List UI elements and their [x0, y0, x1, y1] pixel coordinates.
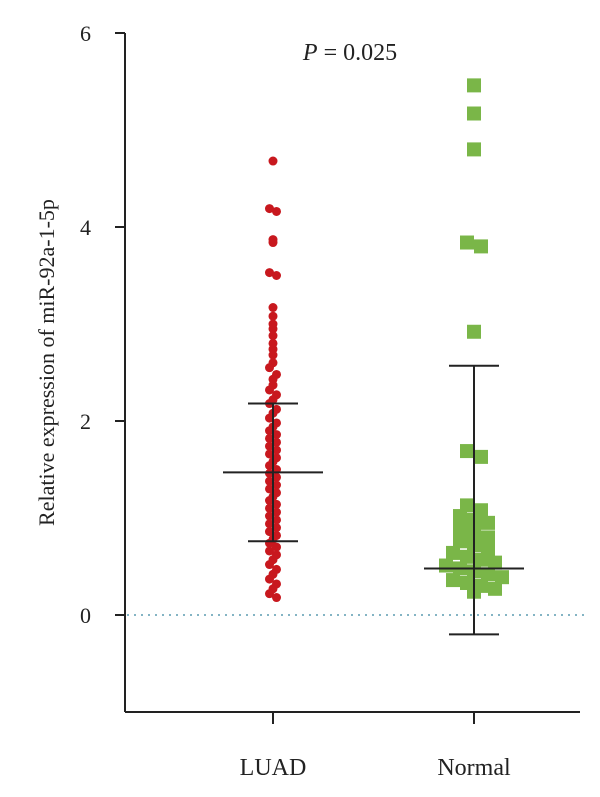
data-point	[265, 441, 274, 451]
data-point	[265, 363, 274, 373]
data-point	[488, 555, 502, 570]
data-point	[265, 589, 274, 599]
data-point	[272, 206, 281, 216]
data-point	[265, 268, 274, 278]
p-value-symbol: P	[302, 40, 318, 66]
data-point	[265, 527, 274, 537]
data-point	[265, 426, 274, 436]
y-tick-label: 0	[80, 603, 91, 628]
p-value-annotation: P = 0.025	[302, 40, 397, 66]
axes: 0 2 4 6 LUAD Normal	[80, 21, 580, 781]
data-point	[439, 558, 453, 573]
data-point	[481, 542, 495, 557]
series-luad	[223, 156, 323, 603]
data-point	[453, 534, 467, 549]
y-axis-ticks: 0 2 4 6	[80, 21, 125, 628]
data-point	[268, 156, 278, 166]
data-point	[265, 476, 274, 486]
data-point	[453, 509, 467, 524]
data-point	[467, 324, 481, 339]
data-point	[474, 552, 488, 567]
data-point	[272, 499, 281, 509]
data-point	[446, 573, 460, 588]
data-point	[265, 511, 274, 521]
data-point	[265, 496, 274, 506]
data-point	[495, 570, 509, 585]
data-point	[265, 546, 274, 556]
data-point	[265, 413, 274, 423]
y-tick-label: 2	[80, 409, 91, 434]
data-point	[460, 549, 474, 564]
data-point	[474, 239, 488, 254]
x-axis-ticks: LUAD Normal	[240, 712, 511, 781]
data-point	[467, 106, 481, 121]
data-point	[265, 385, 274, 395]
data-point	[467, 78, 481, 93]
data-point	[265, 484, 274, 494]
data-point	[272, 515, 281, 525]
data-point	[481, 530, 495, 545]
data-point	[481, 567, 495, 582]
data-point	[268, 331, 278, 341]
data-point	[265, 519, 274, 529]
data-point	[272, 437, 281, 447]
data-point	[272, 507, 281, 517]
data-point	[265, 503, 274, 513]
data-point	[467, 142, 481, 157]
y-tick-label: 6	[80, 21, 91, 46]
data-point	[265, 560, 274, 570]
data-point	[460, 444, 474, 459]
data-point	[272, 271, 281, 280]
data-point	[453, 520, 467, 535]
data-point	[265, 204, 274, 214]
data-point	[488, 581, 502, 596]
data-point	[460, 235, 474, 250]
data-point	[272, 523, 281, 533]
data-point	[268, 311, 278, 321]
data-point	[265, 433, 274, 443]
series-normal	[424, 78, 524, 636]
x-category-label: LUAD	[240, 755, 307, 781]
data-point	[272, 542, 281, 552]
x-category-label: Normal	[437, 755, 511, 781]
data-point	[265, 574, 274, 584]
data-point	[474, 449, 488, 464]
data-point	[265, 449, 274, 459]
data-point	[268, 303, 278, 313]
data-point	[265, 461, 274, 471]
data-point	[446, 545, 460, 560]
p-value-text: = 0.025	[318, 40, 398, 66]
data-point	[272, 430, 281, 440]
y-axis-title: Relative expression of miR-92a-1-5p	[34, 199, 59, 526]
data-point	[272, 593, 281, 603]
data-point	[268, 350, 278, 360]
data-point	[460, 498, 474, 513]
y-tick-label: 4	[80, 215, 91, 240]
data-point	[268, 238, 278, 248]
data-point	[272, 480, 281, 490]
data-point	[272, 445, 281, 455]
data-point	[481, 515, 495, 530]
data-point	[272, 472, 281, 482]
series-layer	[223, 78, 524, 636]
data-point	[268, 324, 278, 334]
